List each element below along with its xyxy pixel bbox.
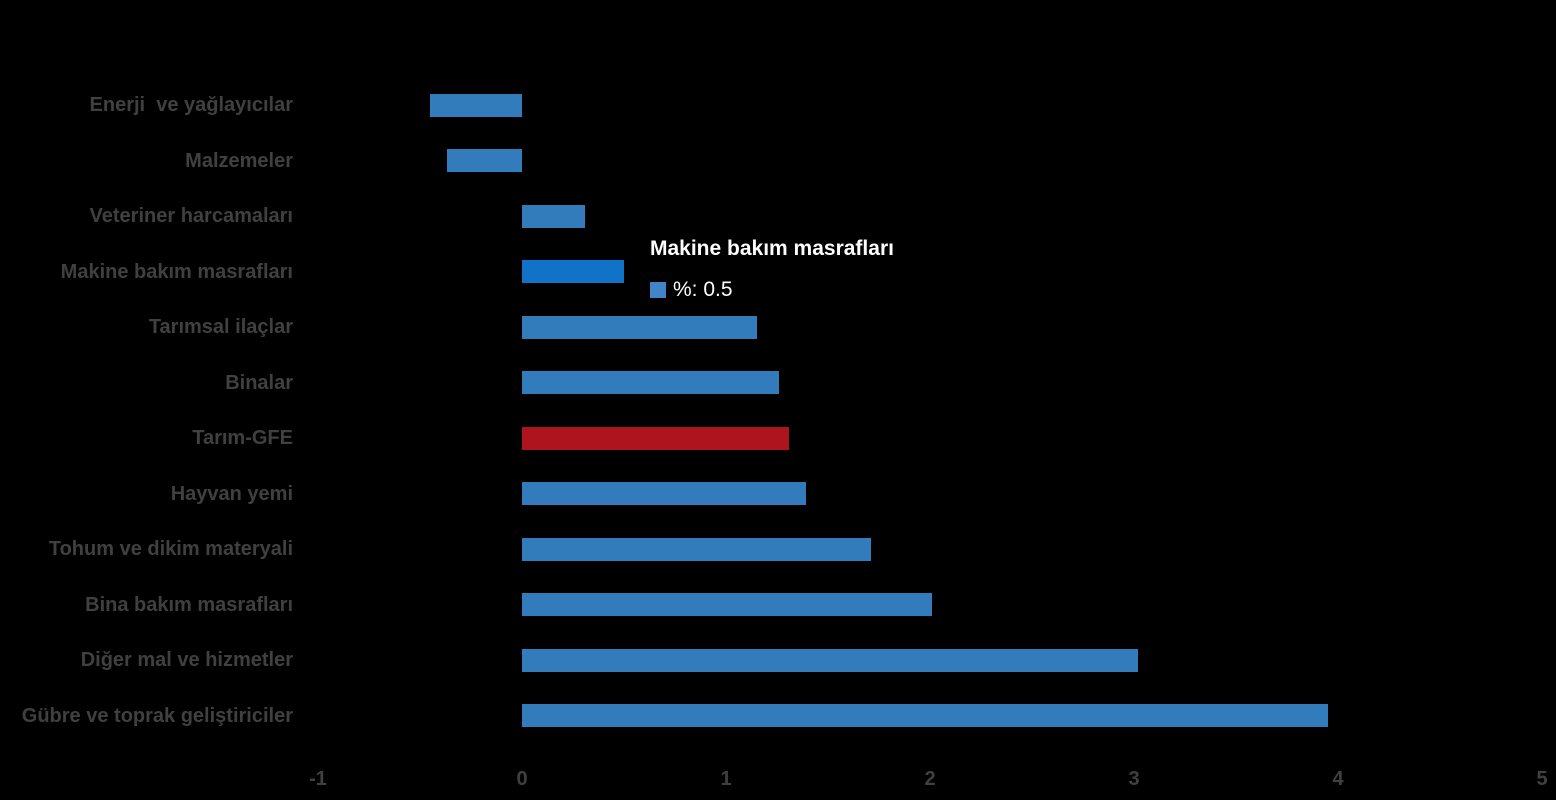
bar[interactable] [522, 593, 933, 616]
bar[interactable] [522, 482, 806, 505]
category-label: Tarımsal ilaçlar [148, 316, 293, 338]
x-axis-tick-label: 5 [1536, 768, 1548, 790]
category-label: Tohum ve dikim materyali [48, 538, 293, 560]
category-label: Malzemeler [185, 149, 293, 172]
tooltip-title: Makine bakım masrafları [650, 237, 894, 260]
tooltip-series-swatch-icon [650, 282, 666, 298]
x-axis-tick-label: 1 [720, 768, 732, 790]
category-label: Veteriner harcamaları [89, 205, 293, 227]
category-label: Gübre ve toprak geliştiriciler [21, 704, 293, 727]
category-label: Enerji ve yağlayıcılar [89, 94, 293, 116]
bar[interactable] [522, 648, 1139, 672]
bar[interactable] [446, 149, 522, 172]
bar[interactable] [522, 371, 780, 394]
category-label: Tarım-GFE [192, 427, 293, 449]
bar[interactable] [522, 260, 624, 283]
category-label: Binalar [225, 371, 293, 394]
category-label: Makine bakım masrafları [60, 260, 293, 283]
bar[interactable] [522, 426, 790, 450]
category-label: Hayvan yemi [170, 482, 293, 505]
bar[interactable] [522, 204, 586, 228]
bar[interactable] [430, 93, 522, 117]
x-axis-tick-label: 0 [516, 768, 528, 790]
category-label: Bina bakım masrafları [85, 593, 293, 616]
bar[interactable] [522, 704, 1328, 727]
x-axis-tick-label: 3 [1128, 768, 1140, 790]
tooltip-value-text: %: 0.5 [673, 278, 733, 301]
x-axis-tick-label: 2 [924, 768, 936, 790]
tooltip-value-line: %: 0.5 [650, 278, 894, 302]
tooltip: Makine bakım masrafları %: 0.5 [650, 237, 894, 302]
bar[interactable] [522, 537, 871, 561]
bar[interactable] [522, 315, 757, 339]
x-axis-tick-label: -1 [309, 768, 327, 790]
x-axis-tick-label: 4 [1332, 768, 1344, 790]
category-label: Diğer mal ve hizmetler [80, 649, 293, 671]
